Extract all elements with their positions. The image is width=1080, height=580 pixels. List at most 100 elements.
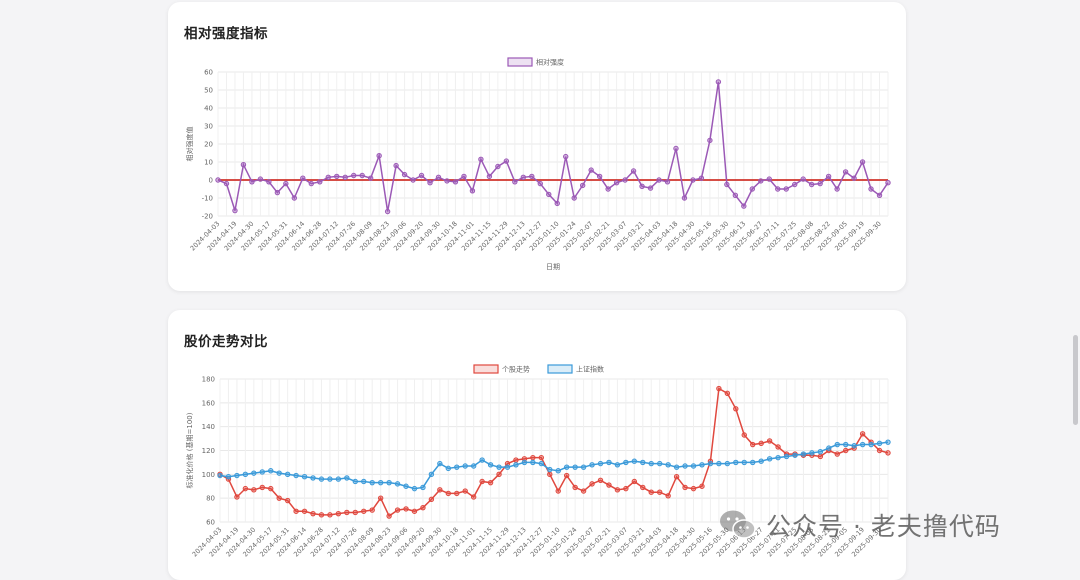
data-point[interactable] — [452, 179, 459, 185]
data-point[interactable] — [462, 463, 468, 469]
data-point[interactable] — [622, 177, 628, 183]
data-point[interactable] — [885, 180, 891, 186]
data-point[interactable] — [597, 460, 604, 467]
data-point[interactable] — [808, 181, 815, 188]
data-point[interactable] — [876, 447, 883, 454]
data-point[interactable] — [885, 450, 891, 456]
data-point[interactable] — [885, 439, 891, 445]
data-point[interactable] — [242, 471, 249, 478]
data-point[interactable] — [775, 444, 781, 450]
data-point[interactable] — [733, 459, 739, 466]
data-point[interactable] — [699, 483, 705, 489]
data-point[interactable] — [673, 474, 680, 480]
data-point[interactable] — [648, 460, 654, 467]
data-point[interactable] — [647, 185, 654, 191]
data-point[interactable] — [259, 484, 265, 491]
data-point[interactable] — [766, 438, 773, 444]
data-point[interactable] — [384, 208, 391, 215]
data-point[interactable] — [293, 508, 299, 514]
data-point[interactable] — [868, 441, 874, 448]
data-point[interactable] — [546, 191, 552, 198]
data-point[interactable] — [758, 178, 764, 184]
data-point[interactable] — [437, 460, 443, 467]
data-point[interactable] — [741, 459, 747, 466]
data-point[interactable] — [716, 385, 722, 392]
data-point[interactable] — [605, 186, 611, 192]
data-point[interactable] — [445, 465, 452, 472]
data-point[interactable] — [640, 484, 646, 491]
data-point[interactable] — [257, 176, 264, 182]
data-point[interactable] — [225, 474, 232, 480]
data-point[interactable] — [707, 460, 714, 467]
data-point[interactable] — [699, 462, 705, 468]
data-point[interactable] — [623, 485, 629, 492]
data-point[interactable] — [394, 481, 401, 487]
data-point[interactable] — [817, 453, 824, 460]
data-point[interactable] — [454, 464, 460, 470]
data-point[interactable] — [614, 462, 621, 468]
data-point[interactable] — [656, 460, 663, 467]
data-point[interactable] — [251, 487, 257, 493]
data-point[interactable] — [859, 431, 866, 437]
data-point[interactable] — [538, 460, 545, 467]
data-point[interactable] — [403, 506, 409, 512]
data-point[interactable] — [698, 175, 705, 181]
data-point[interactable] — [487, 462, 494, 468]
data-point[interactable] — [479, 457, 485, 463]
data-point[interactable] — [834, 441, 840, 448]
data-point[interactable] — [749, 186, 756, 192]
data-point[interactable] — [361, 508, 367, 514]
data-point[interactable] — [251, 470, 257, 476]
data-point[interactable] — [386, 479, 392, 486]
data-point[interactable] — [580, 464, 587, 470]
data-point[interactable] — [741, 432, 747, 438]
data-point[interactable] — [496, 471, 502, 478]
data-point[interactable] — [367, 175, 374, 181]
data-point[interactable] — [470, 494, 477, 500]
data-point[interactable] — [530, 459, 536, 466]
data-point[interactable] — [750, 459, 756, 466]
data-point[interactable] — [461, 173, 467, 180]
data-point[interactable] — [234, 472, 240, 479]
data-point[interactable] — [268, 485, 274, 492]
data-point[interactable] — [301, 508, 308, 514]
data-point[interactable] — [284, 497, 291, 504]
data-point[interactable] — [520, 174, 527, 181]
data-point[interactable] — [613, 180, 620, 186]
data-point[interactable] — [308, 180, 314, 187]
data-point[interactable] — [427, 180, 433, 186]
data-point[interactable] — [223, 180, 230, 187]
data-point[interactable] — [352, 509, 358, 516]
data-point[interactable] — [418, 172, 425, 179]
data-point[interactable] — [503, 158, 510, 164]
data-point[interactable] — [293, 472, 299, 479]
data-point[interactable] — [843, 441, 849, 448]
data-point[interactable] — [310, 510, 316, 517]
data-point[interactable] — [317, 179, 323, 185]
data-point[interactable] — [834, 186, 840, 192]
data-point[interactable] — [386, 513, 392, 519]
data-point[interactable] — [538, 454, 545, 461]
data-point[interactable] — [352, 478, 358, 485]
data-point[interactable] — [232, 207, 238, 214]
data-point[interactable] — [588, 167, 594, 173]
data-point[interactable] — [758, 458, 764, 464]
data-point[interactable] — [530, 454, 536, 461]
data-point[interactable] — [537, 180, 543, 187]
data-point[interactable] — [268, 468, 274, 474]
data-point[interactable] — [792, 452, 798, 458]
data-point[interactable] — [809, 450, 815, 456]
data-point[interactable] — [276, 470, 282, 476]
data-point[interactable] — [344, 475, 350, 481]
data-point[interactable] — [640, 459, 646, 466]
data-point[interactable] — [656, 489, 663, 495]
data-point[interactable] — [682, 463, 688, 469]
data-point[interactable] — [766, 456, 773, 462]
data-point[interactable] — [479, 478, 485, 485]
data-point[interactable] — [614, 487, 621, 493]
data-point[interactable] — [513, 462, 519, 468]
data-point[interactable] — [876, 440, 883, 447]
data-point[interactable] — [682, 484, 688, 491]
data-point[interactable] — [623, 459, 629, 466]
data-point[interactable] — [826, 445, 832, 451]
